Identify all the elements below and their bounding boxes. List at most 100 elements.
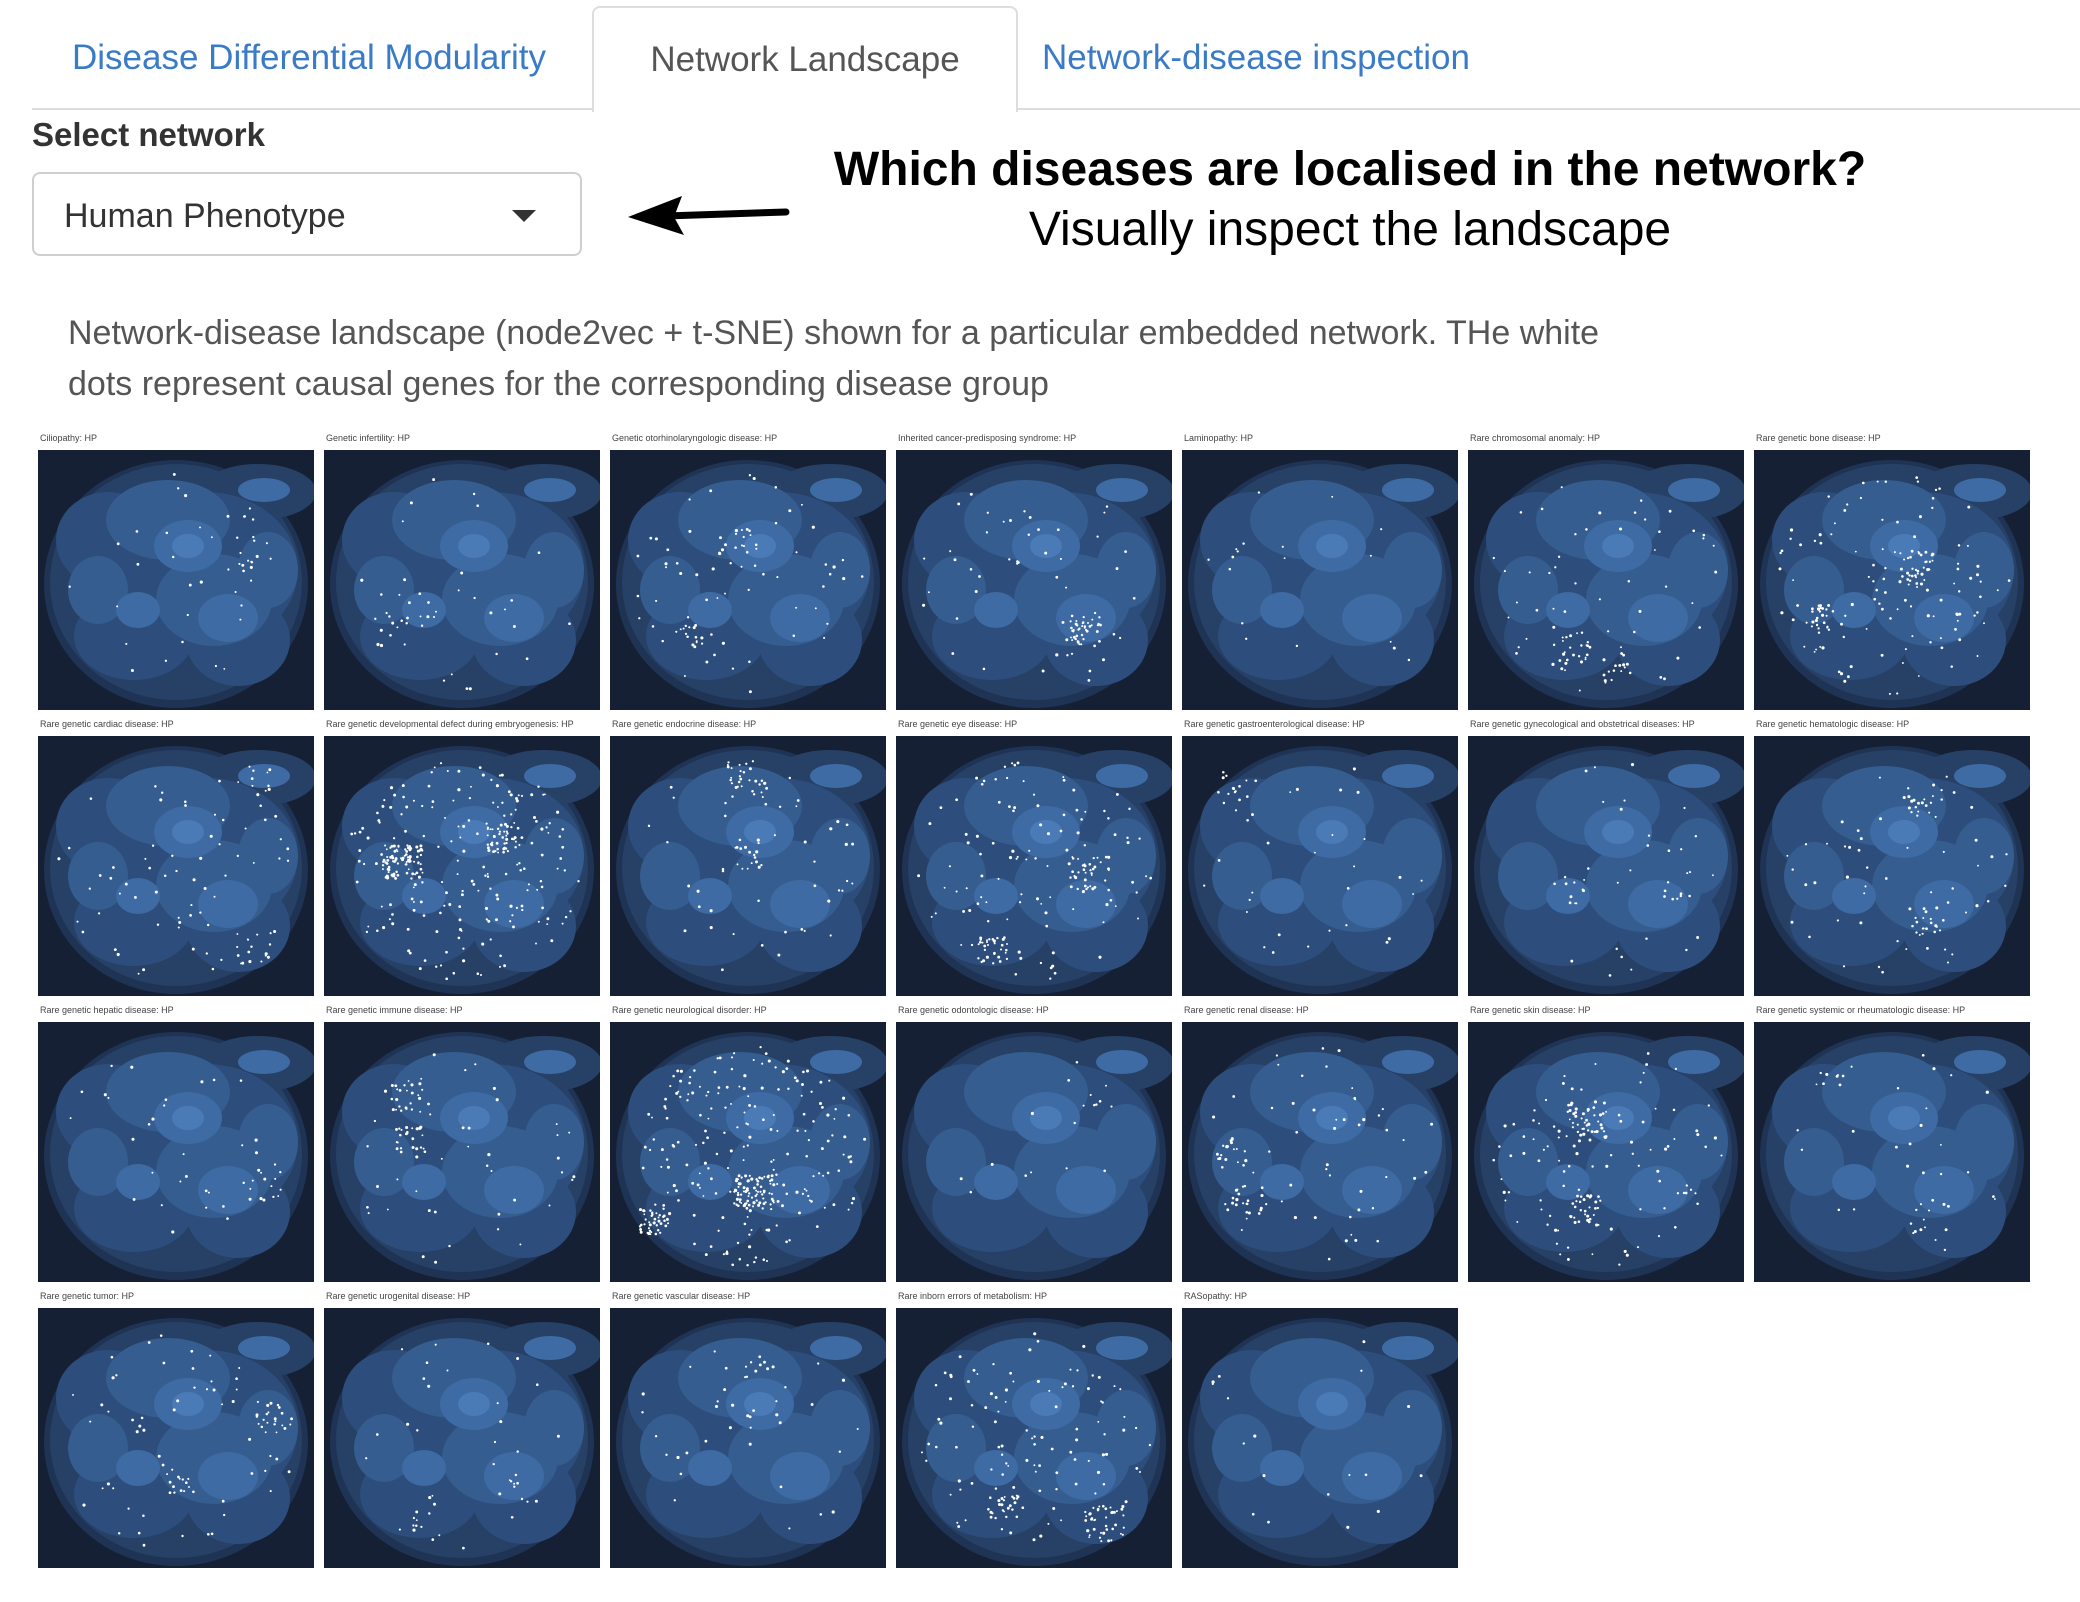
density-contour xyxy=(458,820,490,844)
gene-dot xyxy=(1222,801,1226,805)
gene-dot xyxy=(730,767,733,770)
gene-dot xyxy=(427,601,430,604)
gene-dot xyxy=(997,955,1001,959)
gene-dot xyxy=(1791,618,1795,622)
gene-dot xyxy=(381,864,385,867)
gene-dot xyxy=(740,1176,743,1179)
gene-dot xyxy=(360,578,364,582)
gene-dot xyxy=(831,1510,835,1514)
gene-dot xyxy=(1055,575,1059,579)
gene-dot xyxy=(1631,1152,1634,1155)
gene-dot xyxy=(1295,787,1299,791)
density-contour xyxy=(1546,878,1590,914)
gene-dot xyxy=(1664,585,1668,588)
gene-dot xyxy=(1575,1200,1578,1203)
gene-dot xyxy=(1620,652,1623,655)
gene-dot xyxy=(429,1113,432,1116)
gene-dot xyxy=(97,912,101,915)
gene-dot xyxy=(1696,1202,1699,1206)
gene-dot xyxy=(1914,805,1918,809)
density-contour xyxy=(172,820,204,844)
gene-dot xyxy=(1844,614,1847,617)
tab-network-landscape[interactable]: Network Landscape xyxy=(592,6,1018,112)
density-contour xyxy=(810,478,862,502)
gene-dot xyxy=(748,1209,752,1213)
gene-dot xyxy=(157,1454,161,1458)
landscape-panel-title: Rare genetic vascular disease: HP xyxy=(612,1291,751,1301)
gene-dot xyxy=(1093,611,1097,615)
gene-dot xyxy=(433,766,436,769)
gene-dot xyxy=(1976,611,1979,614)
gene-dot xyxy=(89,1420,92,1423)
gene-dot xyxy=(280,1411,284,1415)
gene-dot xyxy=(420,1077,423,1080)
gene-dot xyxy=(263,818,267,822)
gene-dot xyxy=(1623,666,1626,669)
gene-dot xyxy=(415,1190,418,1193)
gene-dot xyxy=(1576,632,1579,635)
gene-dot xyxy=(205,1388,209,1391)
gene-dot xyxy=(1075,808,1079,812)
gene-dot xyxy=(1381,1108,1384,1111)
gene-dot xyxy=(127,1507,130,1510)
gene-dot xyxy=(1574,1111,1578,1114)
gene-dot xyxy=(827,899,831,903)
gene-dot xyxy=(2004,884,2007,888)
gene-dot xyxy=(110,1355,114,1359)
network-select[interactable]: Human Phenotype xyxy=(32,172,582,256)
gene-dot xyxy=(248,1437,252,1441)
gene-dot xyxy=(1588,1206,1591,1209)
gene-dot xyxy=(192,878,196,882)
tab-disease-differential-modularity[interactable]: Disease Differential Modularity xyxy=(72,38,547,77)
gene-dot xyxy=(137,1531,141,1535)
gene-dot xyxy=(696,889,700,893)
gene-dot xyxy=(842,577,846,581)
gene-dot xyxy=(450,840,453,843)
gene-dot xyxy=(737,1185,740,1188)
gene-dot xyxy=(1082,1104,1085,1107)
gene-dot xyxy=(1048,1389,1051,1392)
gene-dot xyxy=(1654,1107,1657,1110)
gene-dot xyxy=(746,1263,749,1267)
gene-dot xyxy=(1093,865,1097,869)
gene-dot xyxy=(759,1045,762,1049)
gene-dot xyxy=(472,883,476,886)
gene-dot xyxy=(1609,1227,1613,1231)
gene-dot xyxy=(1554,566,1557,569)
gene-dot xyxy=(654,537,658,541)
gene-dot xyxy=(409,501,413,505)
gene-dot xyxy=(731,795,734,798)
gene-dot xyxy=(509,904,513,908)
gene-dot xyxy=(496,897,500,901)
gene-dot xyxy=(1333,1126,1337,1130)
caret-down-icon[interactable] xyxy=(512,210,536,222)
gene-dot xyxy=(235,1388,238,1391)
landscape-panel-title: Rare genetic hematologic disease: HP xyxy=(1756,719,1910,729)
gene-dot xyxy=(404,848,407,851)
gene-dot xyxy=(409,847,413,850)
gene-dot xyxy=(743,1222,747,1226)
gene-dot xyxy=(1586,641,1589,644)
density-contour xyxy=(1096,1390,1156,1466)
gene-dot xyxy=(1016,761,1020,765)
landscape-plot xyxy=(896,1022,1172,1282)
gene-dot xyxy=(1552,643,1556,647)
gene-dot xyxy=(179,1180,182,1183)
gene-dot xyxy=(1000,943,1004,947)
gene-dot xyxy=(1822,1082,1825,1086)
gene-dot xyxy=(1805,621,1808,624)
gene-dot xyxy=(106,1482,110,1486)
gene-dot xyxy=(1046,832,1051,836)
tab-network-disease-inspection[interactable]: Network-disease inspection xyxy=(1042,38,1470,77)
gene-dot xyxy=(457,936,461,940)
gene-dot xyxy=(1915,920,1919,924)
density-contour xyxy=(974,592,1018,628)
gene-dot xyxy=(1877,965,1881,969)
gene-dot xyxy=(1327,1257,1331,1261)
gene-dot xyxy=(487,1153,491,1157)
gene-dot xyxy=(101,1487,104,1490)
gene-dot xyxy=(279,1170,282,1174)
gene-dot xyxy=(986,511,989,514)
gene-dot xyxy=(742,1190,745,1193)
gene-dot xyxy=(663,1219,666,1222)
